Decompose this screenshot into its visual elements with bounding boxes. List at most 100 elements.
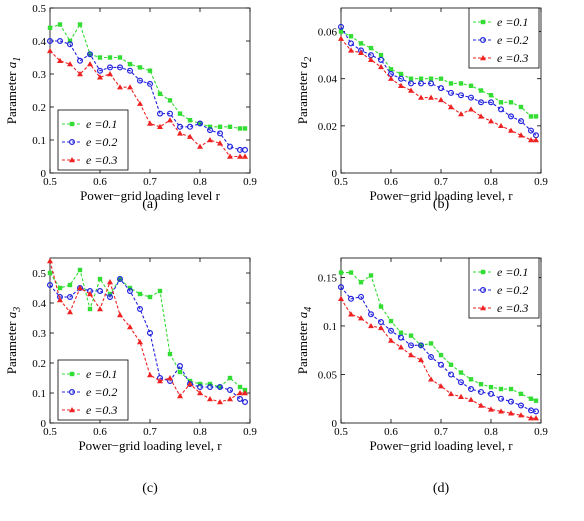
legend-label: e =0.1 (86, 367, 117, 381)
data-point-series-1 (488, 384, 494, 390)
data-point-series-2 (458, 379, 465, 386)
data-point-series-2 (398, 334, 405, 341)
data-point-series-2 (428, 354, 435, 361)
legend-marker (69, 407, 75, 413)
x-tick-label: 0.7 (434, 176, 448, 188)
legend-marker (69, 371, 75, 377)
x-tick-label: 0.8 (193, 426, 207, 438)
data-point-series-1 (378, 304, 384, 309)
data-point-series-2 (217, 130, 224, 137)
data-point-series-3 (418, 356, 424, 363)
panel-caption: (d) (433, 481, 450, 496)
data-point-series-1 (237, 126, 243, 131)
data-point-series-1 (468, 377, 474, 382)
data-point-series-2 (46, 37, 53, 44)
data-point-series-1 (528, 396, 534, 401)
y-tick-label: 0.3 (32, 328, 46, 340)
data-point-series-1 (488, 93, 494, 98)
data-point-series-2 (408, 80, 415, 87)
data-point-series-1 (438, 352, 444, 358)
data-point-series-3 (388, 337, 394, 343)
y-axis-label-symbol: a (295, 61, 310, 68)
data-point-series-3 (468, 106, 474, 112)
legend-marker (480, 19, 486, 25)
data-point-series-2 (388, 327, 395, 334)
panel-a-chart: 0.5 0.6 0.7 0.8 0.9 0 0.1 0.2 0.3 0.4 0.5 Power−gri… (4, 3, 257, 212)
data-point-series-3 (448, 104, 454, 110)
data-point-series-1 (67, 38, 73, 44)
y-tick-label: 0.2 (32, 102, 46, 114)
data-point-series-1 (97, 55, 103, 60)
data-point-series-1 (47, 25, 53, 30)
y-axis-label: Parameter a4 (295, 307, 314, 374)
data-point-series-3 (167, 117, 173, 123)
data-point-series-3 (47, 47, 53, 54)
data-point-series-3 (117, 84, 123, 90)
data-point-series-2 (498, 106, 505, 113)
data-point-series-3 (488, 406, 494, 412)
data-point-series-2 (242, 399, 249, 406)
series-line-2 (49, 278, 246, 403)
legend-marker (480, 287, 487, 294)
data-point-series-1 (77, 22, 83, 27)
data-point-series-1 (87, 306, 93, 312)
data-point-series-3 (147, 120, 153, 126)
data-point-series-3 (187, 381, 193, 387)
data-point-series-1 (147, 294, 153, 300)
data-point-series-2 (106, 294, 113, 301)
data-point-series-3 (137, 100, 143, 106)
y-axis-label-main: Parameter (4, 68, 19, 124)
legend: e =0.1 e =0.2 e =0.3 (57, 109, 129, 171)
legend-label: e =0.3 (86, 153, 117, 167)
data-point-series-2 (237, 396, 244, 403)
data-point-series-2 (96, 288, 103, 295)
legend-marker (480, 55, 486, 61)
data-point-series-2 (157, 110, 164, 117)
data-point-series-2 (66, 294, 73, 301)
data-point-series-1 (187, 118, 193, 123)
x-tick-label: 0.5 (43, 176, 57, 188)
x-tick-label: 0.6 (384, 176, 398, 188)
data-point-series-2 (488, 390, 495, 397)
y-axis-label-main: Parameter (4, 318, 19, 374)
data-point-series-1 (97, 276, 103, 282)
data-point-series-3 (468, 396, 474, 402)
x-tick-label: 0.8 (484, 426, 498, 438)
panel-d-chart: 0.5 0.6 0.7 0.8 0.9 0 0.05 0.1 0.15 Power−grid lo… (295, 257, 548, 496)
data-point-series-2 (56, 37, 63, 44)
data-point-series-2 (137, 306, 144, 313)
data-point-series-2 (197, 384, 204, 391)
x-tick-label: 0.7 (434, 426, 448, 438)
x-axis-label: Power−grid loading level r (80, 188, 220, 203)
data-point-series-3 (428, 94, 434, 100)
data-point-series-3 (177, 393, 183, 399)
data-point-series-3 (498, 408, 504, 414)
y-tick-label: 0.1 (32, 388, 46, 400)
data-point-series-1 (57, 285, 63, 291)
x-axis-label: Power−grid loading level, r (78, 438, 222, 453)
data-point-series-1 (398, 330, 404, 335)
y-axis-label-symbol: a (4, 311, 19, 318)
data-point-series-3 (508, 410, 514, 416)
data-point-series-2 (76, 57, 83, 64)
data-point-series-1 (508, 386, 514, 392)
data-point-series-3 (368, 322, 374, 329)
x-tick-label: 0.5 (334, 426, 348, 438)
y-tick-label: 0.06 (318, 27, 338, 39)
data-point-series-3 (207, 137, 213, 143)
data-point-series-3 (478, 402, 484, 408)
data-point-series-3 (398, 344, 404, 350)
data-point-series-1 (177, 369, 183, 375)
data-point-series-1 (127, 61, 133, 67)
legend-marker (68, 389, 75, 396)
data-point-series-2 (338, 284, 345, 291)
data-point-series-1 (528, 114, 534, 119)
data-point-series-1 (117, 55, 123, 60)
data-point-series-1 (368, 273, 374, 278)
x-tick-label: 0.7 (143, 176, 157, 188)
data-point-series-3 (97, 74, 103, 80)
data-point-series-3 (117, 312, 123, 318)
data-point-series-1 (468, 83, 474, 88)
data-point-series-2 (187, 123, 194, 130)
